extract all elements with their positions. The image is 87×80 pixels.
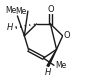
Text: H: H: [7, 23, 13, 32]
Text: Me: Me: [56, 61, 67, 70]
Text: Me: Me: [5, 6, 17, 15]
Polygon shape: [47, 49, 57, 66]
Text: H: H: [45, 68, 51, 77]
Text: O: O: [47, 5, 54, 14]
Text: O: O: [64, 31, 70, 40]
Text: Me: Me: [16, 7, 27, 16]
